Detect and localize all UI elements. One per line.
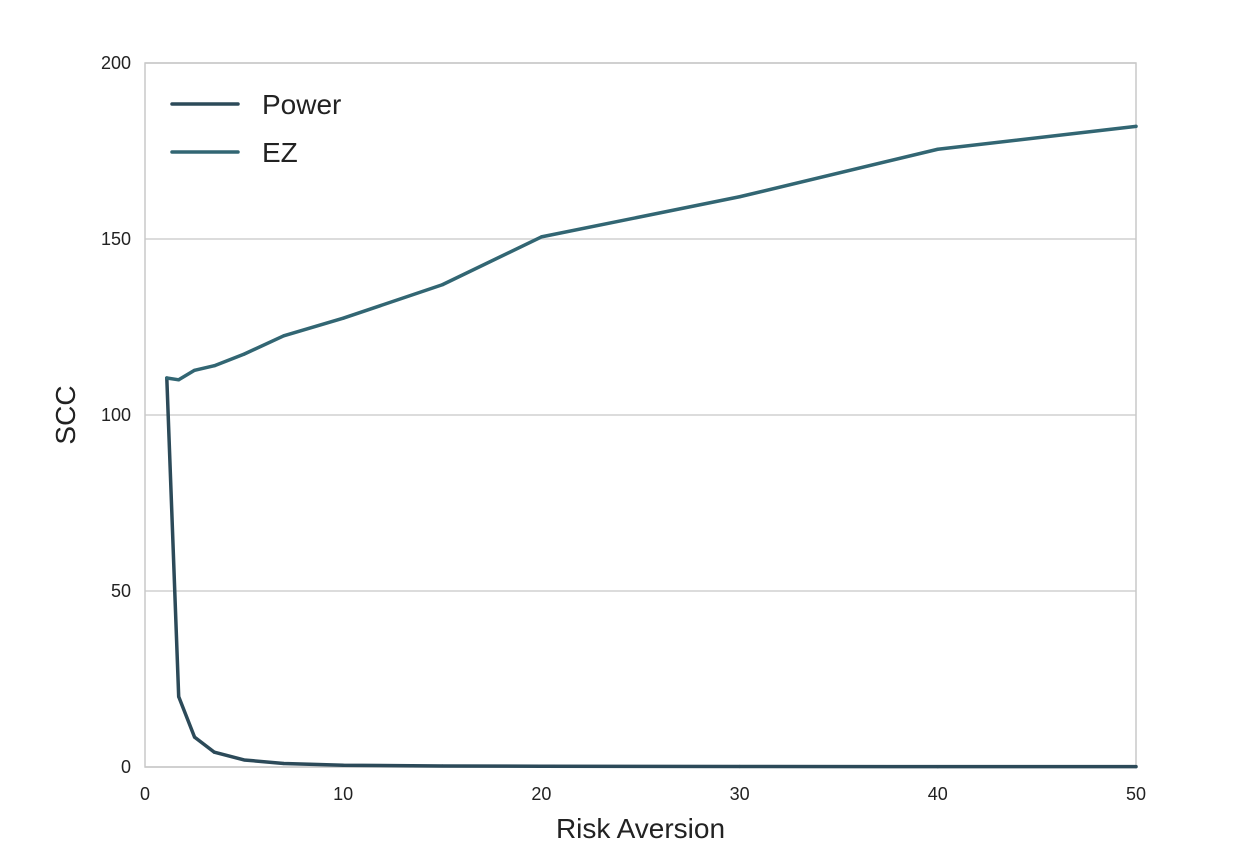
data-point-ez — [165, 376, 169, 380]
data-point-ez — [936, 147, 940, 151]
legend: Power EZ — [170, 89, 341, 168]
y-axis-title: SCC — [50, 385, 81, 444]
data-point-ez — [192, 368, 197, 372]
series-line-ez — [165, 124, 1138, 382]
x-tick-label: 50 — [1126, 784, 1146, 804]
data-point-power — [282, 761, 286, 766]
data-point-power — [242, 758, 246, 762]
data-point-power — [936, 765, 940, 769]
y-tick-label: 50 — [111, 581, 131, 601]
data-point-ez — [242, 352, 246, 356]
data-point-power — [539, 764, 544, 768]
legend-label-power: Power — [262, 89, 341, 120]
data-point-ez — [539, 235, 544, 239]
x-tick-label: 0 — [140, 784, 150, 804]
gridlines — [145, 62, 1136, 768]
x-tick-label: 30 — [730, 784, 750, 804]
y-tick-label: 100 — [101, 405, 131, 425]
x-axis-ticks: 0 10 20 30 40 50 — [140, 784, 1146, 804]
data-point-ez — [341, 316, 345, 320]
y-tick-label: 150 — [101, 229, 131, 249]
data-point-ez — [440, 283, 444, 287]
data-point-ez — [177, 378, 181, 382]
data-point-power — [192, 735, 197, 739]
series-line-power — [165, 376, 1138, 769]
x-tick-label: 20 — [531, 784, 551, 804]
data-point-ez — [738, 195, 742, 199]
data-point-ez — [1134, 124, 1138, 128]
data-point-ez — [282, 334, 286, 338]
x-tick-label: 40 — [928, 784, 948, 804]
data-point-power — [177, 695, 181, 699]
y-axis-ticks: 0 50 100 150 200 — [101, 53, 131, 777]
data-point-ez — [212, 364, 216, 368]
y-tick-label: 200 — [101, 53, 131, 73]
x-tick-label: 10 — [333, 784, 353, 804]
data-point-power — [1134, 765, 1138, 769]
data-point-power — [738, 764, 742, 769]
data-point-power — [341, 763, 345, 767]
legend-label-ez: EZ — [262, 137, 298, 168]
x-axis-title: Risk Aversion — [556, 813, 725, 844]
y-tick-label: 0 — [121, 757, 131, 777]
data-point-power — [212, 750, 216, 754]
series-lines — [165, 124, 1138, 769]
data-point-power — [440, 764, 444, 768]
